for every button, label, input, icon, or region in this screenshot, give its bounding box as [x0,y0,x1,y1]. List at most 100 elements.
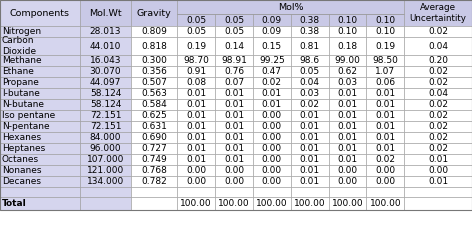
Text: 0.00: 0.00 [262,133,282,142]
Text: 44.097: 44.097 [90,78,121,87]
Text: 0.01: 0.01 [337,89,357,98]
Text: 0.01: 0.01 [375,111,395,120]
Text: Mol.Wt: Mol.Wt [89,8,122,17]
Bar [0,0,472,210]
Text: 28.013: 28.013 [90,27,121,36]
Text: 0.09: 0.09 [262,27,282,36]
Text: 0.00: 0.00 [186,177,206,186]
Bar [328,77,366,88]
Bar [328,37,366,55]
Bar [177,55,215,66]
Bar [328,197,366,210]
Text: Decanes: Decanes [2,177,41,186]
Text: 0.01: 0.01 [300,177,319,186]
Text: 0.00: 0.00 [262,177,282,186]
Bar [253,132,291,143]
Text: 0.04: 0.04 [428,89,448,98]
Bar [0,165,80,176]
Text: 0.02: 0.02 [428,122,448,131]
Text: 100.00: 100.00 [180,199,212,208]
Bar [366,110,404,121]
Bar [328,66,366,77]
Bar [80,26,131,37]
Bar [366,187,404,197]
Bar [80,88,131,99]
Bar [253,99,291,110]
Bar [253,26,291,37]
Text: 0.01: 0.01 [300,144,319,153]
Text: Heptanes: Heptanes [2,144,45,153]
Text: 0.10: 0.10 [375,27,395,36]
Bar [404,187,472,197]
Bar [253,66,291,77]
Text: Nitrogen: Nitrogen [2,27,41,36]
Text: 0.01: 0.01 [186,89,206,98]
Bar [0,143,80,154]
Bar [131,26,177,37]
Bar [80,99,131,110]
Text: 0.01: 0.01 [337,122,357,131]
Bar [291,165,328,176]
Text: 0.00: 0.00 [224,166,244,175]
Bar [215,88,253,99]
Text: 98.50: 98.50 [373,56,398,65]
Bar [0,99,80,110]
Bar [253,143,291,154]
Bar [0,66,80,77]
Bar [0,26,80,37]
Text: 0.62: 0.62 [337,67,357,76]
Bar [215,14,253,26]
Text: Hexanes: Hexanes [2,133,41,142]
Bar [291,14,328,26]
Bar [291,77,328,88]
Text: 0.08: 0.08 [186,78,206,87]
Text: 0.631: 0.631 [141,122,167,131]
Text: 0.749: 0.749 [141,155,167,164]
Bar [291,176,328,187]
Bar [177,26,215,37]
Text: 0.01: 0.01 [224,133,244,142]
Bar [177,187,215,197]
Text: 0.584: 0.584 [141,100,167,109]
Text: 100.00: 100.00 [332,199,363,208]
Text: 0.01: 0.01 [300,122,319,131]
Text: 0.01: 0.01 [186,122,206,131]
Bar [177,143,215,154]
Text: 0.01: 0.01 [375,144,395,153]
Bar [131,110,177,121]
Text: 0.02: 0.02 [300,100,319,109]
Text: 0.809: 0.809 [141,27,167,36]
Text: 0.04: 0.04 [300,78,319,87]
Bar [253,14,291,26]
Bar [131,0,177,26]
Bar [253,121,291,132]
Bar [215,143,253,154]
Text: 0.01: 0.01 [300,155,319,164]
Text: 0.03: 0.03 [337,78,357,87]
Bar [131,154,177,165]
Text: 0.356: 0.356 [141,67,167,76]
Bar [80,165,131,176]
Text: 0.01: 0.01 [337,144,357,153]
Bar [291,66,328,77]
Bar [131,37,177,55]
Text: 0.15: 0.15 [262,42,282,51]
Text: 98.70: 98.70 [183,56,209,65]
Text: 107.000: 107.000 [87,155,124,164]
Text: 0.782: 0.782 [141,177,167,186]
Bar [215,187,253,197]
Bar [177,0,404,14]
Text: 0.18: 0.18 [337,42,357,51]
Bar [177,165,215,176]
Bar [366,55,404,66]
Bar [253,37,291,55]
Bar [0,55,80,66]
Bar [215,165,253,176]
Bar [328,26,366,37]
Text: 0.00: 0.00 [375,177,395,186]
Bar [0,37,80,55]
Bar [131,165,177,176]
Text: Total: Total [2,199,27,208]
Bar [328,187,366,197]
Text: 0.00: 0.00 [262,111,282,120]
